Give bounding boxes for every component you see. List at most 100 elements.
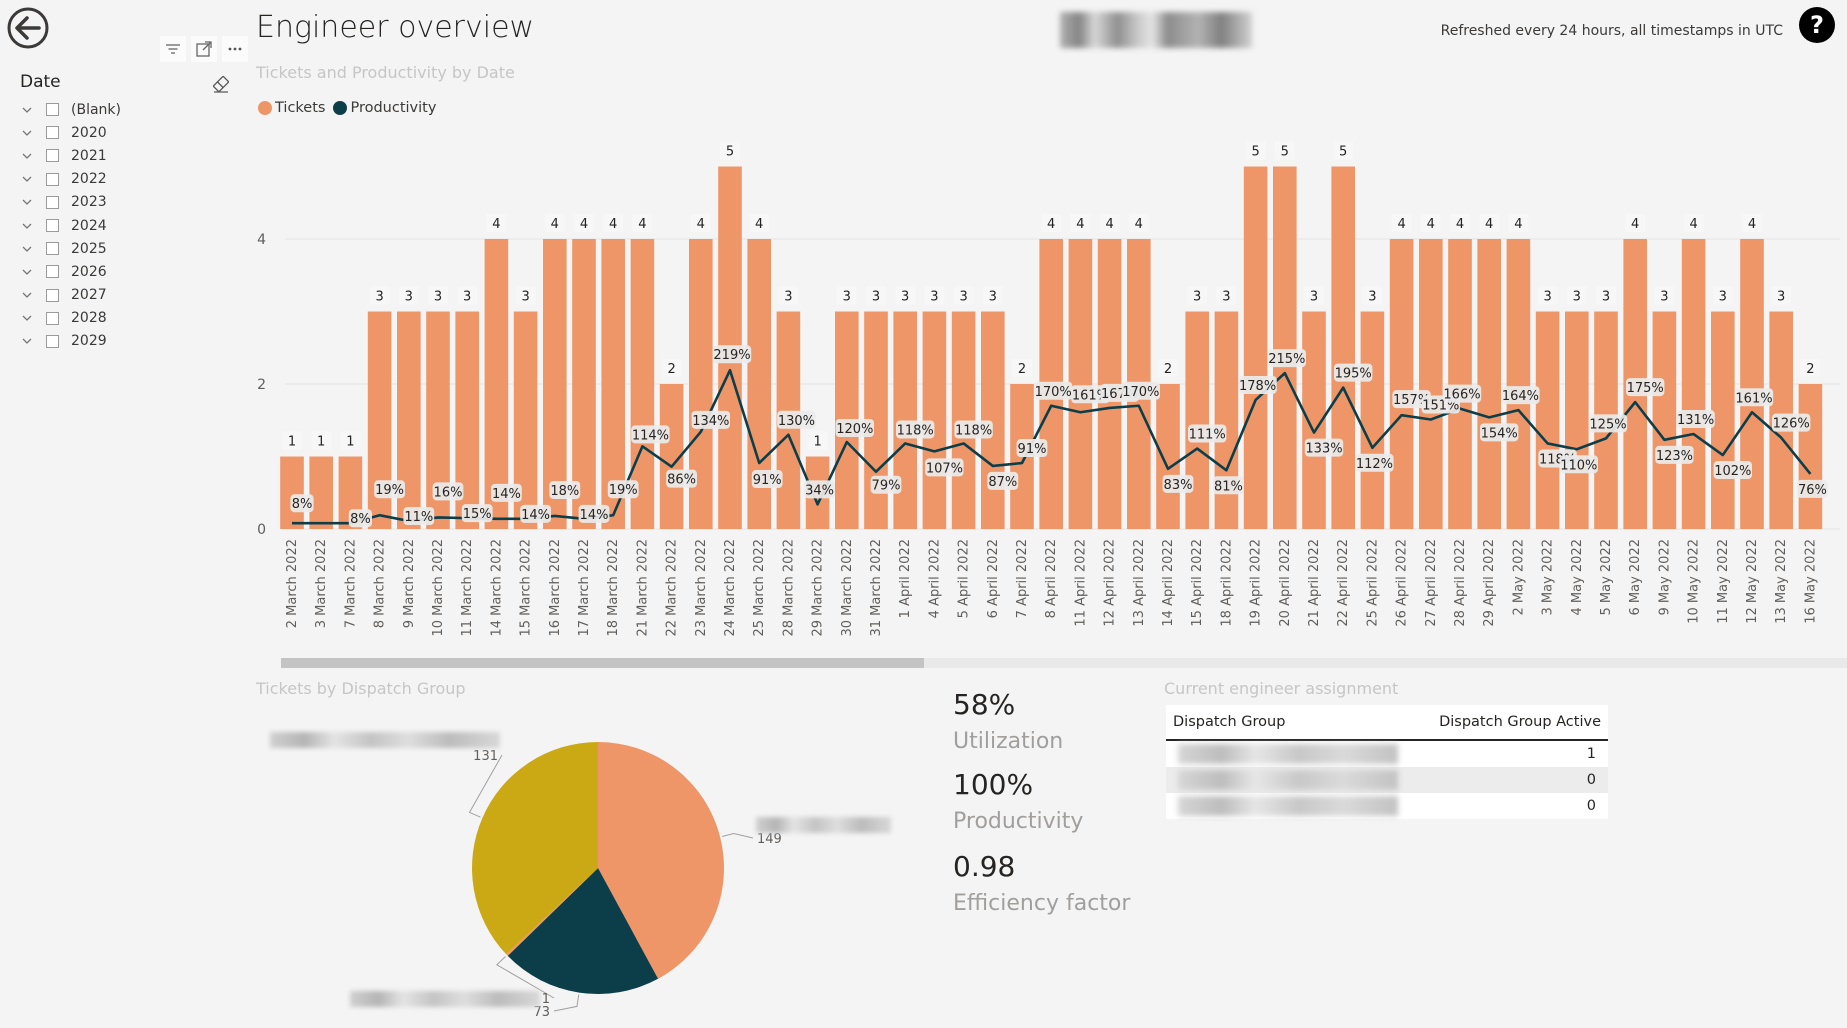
line-data-label: 126% <box>1773 417 1810 432</box>
slicer-item[interactable]: 2025 <box>20 237 240 260</box>
x-tick-label: 16 May 2022 <box>1803 539 1818 624</box>
line-data-label: 34% <box>805 483 834 498</box>
table-row[interactable]: 1 <box>1166 740 1608 767</box>
slicer-checkbox[interactable] <box>46 149 59 163</box>
bar-data-label: 3 <box>405 290 413 305</box>
slicer-checkbox[interactable] <box>46 195 59 209</box>
ticket-bar <box>689 239 713 529</box>
slicer-item[interactable]: 2026 <box>20 260 240 283</box>
line-data-label: 91% <box>1018 442 1047 457</box>
chevron-down-icon[interactable] <box>20 311 34 325</box>
more-options-icon[interactable] <box>222 36 248 62</box>
x-tick-label: 6 April 2022 <box>986 539 1001 618</box>
chart-scrollbar-track[interactable] <box>281 658 1847 668</box>
bar-label-bg <box>866 286 886 305</box>
bar-label-bg <box>574 214 594 232</box>
column-header-dispatch-group[interactable]: Dispatch Group <box>1166 705 1423 741</box>
x-tick-label: 3 March 2022 <box>314 539 329 628</box>
bar-data-label: 3 <box>1573 290 1581 305</box>
slicer-checkbox[interactable] <box>46 172 59 186</box>
slicer-checkbox[interactable] <box>46 334 59 348</box>
x-tick-label: 15 April 2022 <box>1190 539 1205 627</box>
slicer-checkbox[interactable] <box>46 288 59 302</box>
bar-label-bg <box>661 359 682 377</box>
x-tick-label: 10 May 2022 <box>1687 539 1702 624</box>
bar-data-label: 3 <box>843 290 851 305</box>
chevron-down-icon[interactable] <box>20 265 34 279</box>
pie-leader-line <box>721 833 754 839</box>
chevron-down-icon[interactable] <box>20 103 34 117</box>
chevron-down-icon[interactable] <box>20 126 34 140</box>
slicer-item[interactable]: (Blank) <box>20 98 240 121</box>
slicer-item[interactable]: 2024 <box>20 214 240 237</box>
ticket-bar <box>922 311 947 529</box>
legend-tickets[interactable]: Tickets <box>258 100 325 116</box>
line-label-bg <box>1734 388 1774 407</box>
chevron-down-icon[interactable] <box>20 149 34 163</box>
slicer-checkbox[interactable] <box>46 126 59 140</box>
slicer-checkbox[interactable] <box>46 311 59 325</box>
bar-label-bg <box>1391 214 1412 232</box>
chevron-down-icon[interactable] <box>20 172 34 186</box>
eraser-icon[interactable] <box>210 73 232 95</box>
utilization-label: Utilization <box>953 729 1064 754</box>
slicer-item[interactable]: 2023 <box>20 191 240 214</box>
x-tick-label: 9 March 2022 <box>402 539 417 628</box>
bar-data-label: 3 <box>901 290 909 305</box>
column-header-dispatch-group-active[interactable]: Dispatch Group Active <box>1422 705 1608 741</box>
bar-data-label: 3 <box>1222 290 1230 305</box>
slicer-checkbox[interactable] <box>46 219 59 233</box>
bar-data-label: 3 <box>1310 290 1318 305</box>
legend-productivity[interactable]: Productivity <box>333 100 436 116</box>
chevron-down-icon[interactable] <box>20 288 34 302</box>
line-data-label: 112% <box>1356 457 1393 472</box>
bar-label-bg <box>282 431 302 450</box>
filter-icon[interactable] <box>160 36 186 62</box>
chevron-down-icon[interactable] <box>20 334 34 348</box>
bar-label-bg <box>340 431 361 450</box>
chevron-down-icon[interactable] <box>20 195 34 209</box>
line-label-bg <box>1304 438 1344 457</box>
bar-label-bg <box>1099 214 1120 232</box>
redacted-group-label-1 <box>270 732 500 748</box>
line-label-bg <box>835 419 874 437</box>
table-row[interactable]: 0 <box>1166 793 1608 819</box>
x-tick-label: 26 April 2022 <box>1395 539 1410 627</box>
productivity-value: 100% <box>953 768 1034 801</box>
slicer-checkbox[interactable] <box>46 265 59 279</box>
x-tick-label: 28 April 2022 <box>1453 539 1468 627</box>
x-tick-label: 17 March 2022 <box>577 539 592 637</box>
slicer-item-label: 2024 <box>71 217 107 234</box>
slicer-checkbox[interactable] <box>46 242 59 256</box>
focus-mode-icon[interactable] <box>191 36 217 62</box>
back-arrow-icon[interactable] <box>6 6 50 50</box>
legend-productivity-dot <box>333 101 348 115</box>
bar-label-bg <box>1012 359 1032 377</box>
slicer-item[interactable]: 2029 <box>20 330 240 353</box>
slicer-item[interactable]: 2022 <box>20 168 240 191</box>
bar-data-label: 1 <box>317 435 325 450</box>
bar-label-bg <box>1625 214 1646 232</box>
x-tick-label: 5 April 2022 <box>957 539 972 618</box>
line-data-label: 170% <box>1122 385 1159 400</box>
line-label-bg <box>631 425 670 444</box>
chevron-down-icon[interactable] <box>20 219 34 233</box>
slicer-checkbox[interactable] <box>46 103 59 117</box>
slicer-item[interactable]: 2020 <box>20 121 240 144</box>
line-data-label: 131% <box>1677 413 1714 428</box>
pie-chart-title: Tickets by Dispatch Group <box>256 679 466 698</box>
slicer-item[interactable]: 2021 <box>20 144 240 167</box>
ticket-bar <box>309 456 333 529</box>
line-data-label: 76% <box>1798 483 1827 498</box>
chevron-down-icon[interactable] <box>20 242 34 256</box>
line-data-label: 18% <box>550 484 579 499</box>
efficiency-factor-value: 0.98 <box>953 850 1016 883</box>
slicer-item[interactable]: 2028 <box>20 307 240 330</box>
bar-label-bg <box>1712 286 1733 305</box>
x-tick-label: 13 April 2022 <box>1132 539 1147 627</box>
help-icon[interactable]: ? <box>1798 6 1836 44</box>
chart-scrollbar-thumb[interactable] <box>281 658 924 668</box>
slicer-item[interactable]: 2027 <box>20 284 240 307</box>
table-row[interactable]: 0 <box>1166 767 1608 793</box>
